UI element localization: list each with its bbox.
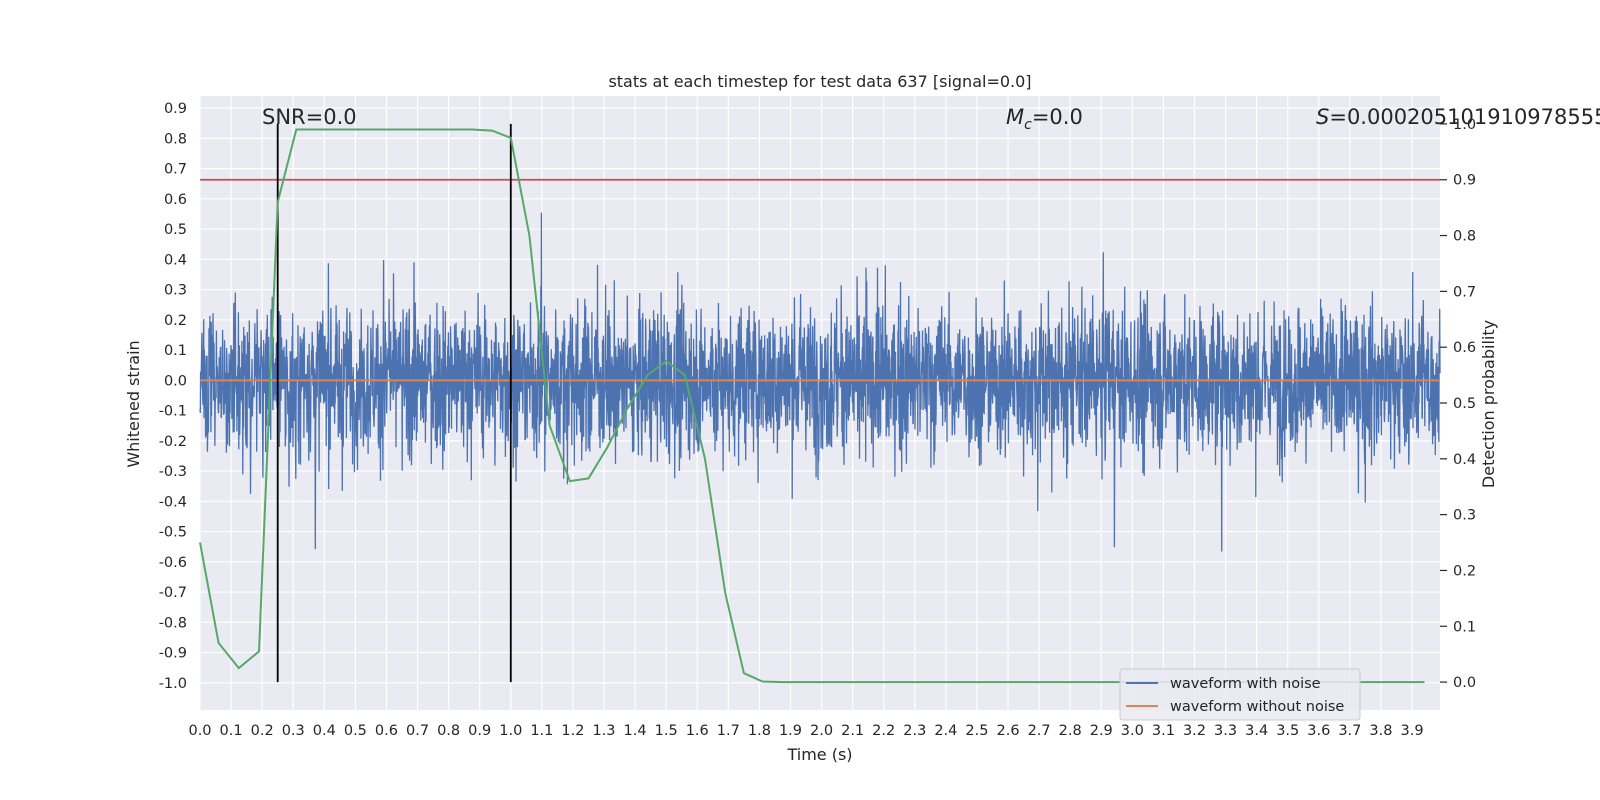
x-axis-label: Time (s) [786,745,852,764]
y2-tick-label: 0.4 [1453,452,1476,468]
snr-annotation: SNR=0.0 [262,105,357,129]
x-tick-label: 0.1 [220,723,243,739]
x-tick-label: 0.5 [344,723,367,739]
y-tick-label: 0.7 [164,162,187,178]
y-tick-label: -1.0 [159,676,187,692]
s-annotation: S=0.000205101910978555 [1316,105,1600,129]
x-tick-label: 0.0 [188,723,211,739]
x-tick-label: 2.3 [903,723,926,739]
x-tick-label: 2.6 [996,723,1019,739]
x-tick-label: 3.3 [1214,723,1237,739]
y-tick-label: 0.2 [164,313,187,329]
x-tick-label: 0.9 [468,723,491,739]
y-tick-label: 0.6 [164,192,187,208]
y-tick-label: -0.2 [159,434,187,450]
y-tick-labels: 0.9 0.8 0.7 0.6 0.5 0.4 0.3 0.2 0.1 0.0 -0.1 -0.2 -0… [159,101,187,692]
x-tick-label: 2.5 [965,723,988,739]
legend-box [1119,668,1361,721]
y2-tick-label: 0.1 [1453,619,1476,635]
y2-tick-labels: 1.0 0.9 0.8 0.7 0.6 0.5 0.4 0.3 0.2 0.1 0.0 [1440,117,1476,691]
x-tick-label: 0.2 [251,723,274,739]
legend-label-noise: waveform with noise [1170,676,1321,692]
x-tick-label: 2.7 [1028,723,1051,739]
x-tick-label: 3.6 [1307,723,1330,739]
y-tick-label: -0.5 [159,525,187,541]
x-tick-label: 3.5 [1276,723,1299,739]
y-tick-label: -0.7 [159,585,187,601]
x-tick-label: 1.5 [655,723,678,739]
y-axis-label: Whitened strain [124,340,143,467]
mc-symbol: M [1006,105,1024,129]
detection-probability-line [199,128,1425,684]
x-tick-label: 3.2 [1183,723,1206,739]
y-tick-label: 0.5 [164,222,187,238]
x-tick-label: 1.4 [624,723,647,739]
x-tick-label: 1.1 [530,723,553,739]
x-tick-label: 3.8 [1369,723,1392,739]
x-tick-labels: 0.0 0.1 0.2 0.3 0.4 0.5 0.6 0.7 0.8 0.9 1.0 1.1 1.2 1… [188,723,1423,739]
y-tick-label: -0.3 [159,464,187,480]
x-tick-label: 0.6 [375,723,398,739]
x-tick-label: 3.9 [1400,723,1423,739]
mc-annotation: Mc=0.0 [1006,105,1083,133]
y2-tick-label: 0.5 [1453,396,1476,412]
y2-tick-label: 0.0 [1453,675,1476,691]
x-tick-label: 1.3 [592,723,615,739]
x-tick-label: 1.0 [499,723,522,739]
y2-tick-label: 0.3 [1453,508,1476,524]
x-tick-label: 3.7 [1338,723,1361,739]
y-tick-label: -0.4 [159,494,187,510]
series-detection-probability [199,128,1425,684]
x-tick-label: 1.7 [717,723,740,739]
x-tick-label: 0.3 [282,723,305,739]
s-value: =0.000205101910978555 [1329,105,1600,129]
x-tick-label: 3.0 [1121,723,1144,739]
y2-tick-label: 0.2 [1453,563,1476,579]
y-tick-label: 0.4 [164,252,187,268]
chart-title: stats at each timestep for test data 637… [608,72,1031,91]
y2-tick-label: 0.6 [1453,340,1476,356]
y-tick-label: -0.1 [159,404,187,420]
y-tick-label: 0.8 [164,131,187,147]
x-tick-label: 2.2 [872,723,895,739]
x-tick-label: 2.0 [810,723,833,739]
x-tick-label: 1.2 [561,723,584,739]
y2-tick-label: 0.7 [1453,284,1476,300]
x-tick-label: 2.8 [1059,723,1082,739]
y-tick-label: 0.0 [164,373,187,389]
x-tick-label: 0.4 [313,723,336,739]
x-tick-label: 0.8 [437,723,460,739]
x-tick-label: 2.1 [841,723,864,739]
x-tick-label: 2.9 [1090,723,1113,739]
y-tick-label: -0.9 [159,646,187,662]
y2-tick-label: 0.8 [1453,229,1476,245]
x-tick-label: 1.6 [686,723,709,739]
x-tick-label: 3.1 [1152,723,1175,739]
y-tick-label: 0.3 [164,283,187,299]
y2-axis-label: Detection probability [1479,320,1498,488]
x-tick-label: 1.9 [779,723,802,739]
x-tick-label: 2.4 [934,723,957,739]
mc-value: =0.0 [1032,105,1083,129]
legend: waveform with noise waveform without noi… [1119,668,1361,721]
s-symbol: S [1316,105,1329,129]
y2-tick-label: 0.9 [1453,173,1476,189]
y-tick-label: 0.9 [164,101,187,117]
legend-label-clean: waveform without noise [1170,699,1344,715]
y2-tick-label: 1.0 [1453,117,1476,133]
x-tick-label: 3.4 [1245,723,1268,739]
y-tick-label: 0.1 [164,343,187,359]
mc-subscript: c [1024,117,1032,133]
x-tick-label: 0.7 [406,723,429,739]
x-tick-label: 1.8 [748,723,771,739]
y-tick-label: -0.6 [159,555,187,571]
y-tick-label: -0.8 [159,615,187,631]
